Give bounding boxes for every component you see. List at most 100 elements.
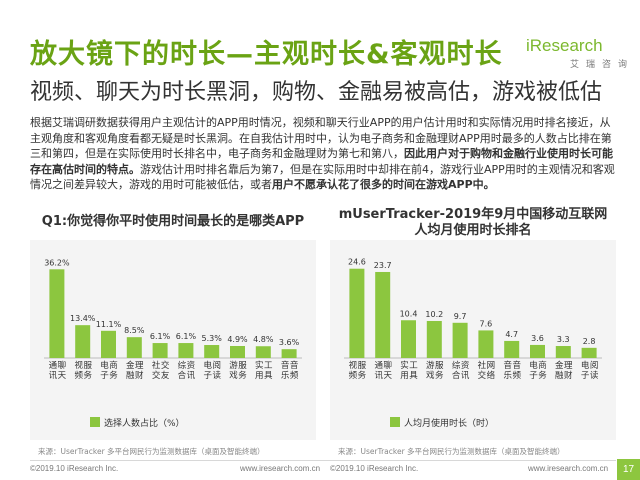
category-label-9-1: 实用 xyxy=(255,360,264,381)
page-subtitle: 视频、聊天为时长黑洞，购物、金融易被高估，游戏被低估 xyxy=(30,80,603,105)
value-label-8: 4.9% xyxy=(227,335,248,344)
category-label-1-1: 视频 xyxy=(349,360,358,381)
category-label-8-1: 电子 xyxy=(529,360,538,381)
category-label-10-1: 电子 xyxy=(581,360,590,381)
value-label-1: 36.2% xyxy=(44,258,70,267)
bar-5 xyxy=(152,343,168,358)
value-label-9: 3.3 xyxy=(557,335,570,344)
category-label-10-2: 音频 xyxy=(290,360,299,381)
category-label-2-2: 服务 xyxy=(83,361,92,381)
bar-1 xyxy=(49,269,65,358)
bar-6 xyxy=(178,343,194,358)
value-label-5: 6.1% xyxy=(150,332,171,341)
body-paragraph: 根据艾瑞调研数据获得用户主观估计的APP用时情况，视频和聊天行业APP的用户估计… xyxy=(30,115,616,193)
category-label-1-2: 服务 xyxy=(358,361,367,381)
value-label-7: 4.7 xyxy=(505,330,518,339)
bar-5 xyxy=(452,322,468,358)
bar-8 xyxy=(230,345,245,358)
bar-10 xyxy=(281,349,297,358)
category-label-8-2: 商务 xyxy=(538,360,547,381)
body-text-1: 根据艾瑞调研数据获得用户主观估计的APP用时情况，视频和聊天行业APP的用户估计… xyxy=(30,116,612,161)
category-label-6-1: 社交 xyxy=(478,360,487,381)
value-label-2: 23.7 xyxy=(374,261,392,270)
value-label-9: 4.8% xyxy=(253,335,274,344)
value-label-10: 2.8 xyxy=(583,337,596,346)
footer-url-right: www.iresearch.com.cn xyxy=(528,464,609,473)
value-label-6: 6.1% xyxy=(176,332,197,341)
category-label-4-2: 理财 xyxy=(135,361,144,381)
chart1-panel: 36.2% 通讯 聊天 13.4% 视频 服务 11.1% 电子 商务 8.5% 金融 理财 6.1% 社… xyxy=(30,240,316,440)
category-label-5-1: 社交 xyxy=(152,360,161,381)
bar-2 xyxy=(75,325,91,358)
value-label-5: 9.7 xyxy=(454,312,467,321)
footer-copyright-left: ©2019.10 iResearch Inc. xyxy=(30,464,119,473)
category-label-3-1: 实用 xyxy=(400,360,409,381)
value-label-8: 3.6 xyxy=(531,334,544,343)
bar-7 xyxy=(504,340,520,358)
footer-url-left: www.iresearch.com.cn xyxy=(240,464,321,473)
chart1-title: Q1:你觉得你平时使用时间最长的是哪类APP xyxy=(41,214,305,229)
chart2-title-line1: mUserTracker-2019年9月中国移动互联网 xyxy=(338,207,608,222)
chart2-title: mUserTracker-2019年9月中国移动互联网 人均月使用时长排名 xyxy=(330,207,616,239)
value-label-10: 3.6% xyxy=(279,338,300,347)
category-label-2-1: 通讯 xyxy=(374,360,383,381)
category-label-7-1: 电子 xyxy=(203,360,212,381)
category-label-10-2: 阅读 xyxy=(590,361,599,381)
category-label-3-1: 电子 xyxy=(100,360,109,381)
bar-8 xyxy=(530,344,545,358)
category-label-10-1: 音乐 xyxy=(281,360,290,381)
chart1-svg: 36.2%通讯聊天13.4%视频服务11.1%电子商务8.5%金融理财6.1%社… xyxy=(44,258,302,429)
logo-text: iResearch xyxy=(526,36,603,55)
category-label-3-2: 工具 xyxy=(409,361,418,381)
category-label-8-1: 游戏 xyxy=(229,360,238,381)
page-number: 17 xyxy=(617,459,640,480)
bar-3 xyxy=(101,330,116,358)
category-label-2-1: 视频 xyxy=(74,360,83,381)
bar-1 xyxy=(349,268,365,358)
logo-cn-text: 艾瑞咨询 xyxy=(570,60,635,70)
chart2-title-line2: 人均月使用时长排名 xyxy=(414,223,532,238)
category-label-9-2: 理财 xyxy=(564,361,573,381)
bar-10 xyxy=(581,347,597,358)
category-label-4-1: 金融 xyxy=(126,360,135,381)
category-label-1-1: 通讯 xyxy=(49,360,58,381)
body-text-2: 游戏估计用时排名靠后为第7，但是在实际用时中却排在前4，游戏行业APP用时的主观… xyxy=(30,162,615,192)
category-label-9-2: 工具 xyxy=(264,361,273,381)
chart1-source: 来源：UserTracker 多平台网民行为监测数据库（桌面及智能终端） xyxy=(38,447,265,456)
value-label-3: 11.1% xyxy=(96,320,122,329)
chart2-svg: 24.6视频服务23.7通讯聊天10.4实用工具10.2游戏服务9.7综合资讯7… xyxy=(344,258,602,429)
bar-4 xyxy=(126,337,142,358)
category-label-8-2: 服务 xyxy=(238,361,247,381)
value-label-6: 7.6 xyxy=(480,319,493,328)
chart2-source: 来源：UserTracker 多平台网民行为监测数据库（桌面及智能终端） xyxy=(338,447,565,456)
bar-4 xyxy=(426,320,442,358)
category-label-3-2: 商务 xyxy=(109,360,118,381)
value-label-4: 8.5% xyxy=(124,326,145,335)
bar-9 xyxy=(555,346,571,358)
category-label-7-1: 音乐 xyxy=(503,360,512,381)
category-label-7-2: 音频 xyxy=(512,360,521,381)
bar-9 xyxy=(255,346,271,358)
value-label-7: 5.3% xyxy=(202,334,223,343)
value-label-4: 10.2 xyxy=(425,310,443,319)
category-label-7-2: 阅读 xyxy=(212,361,221,381)
body-text-2-bold: 用户不愿承认花了很多的时间在游戏APP中。 xyxy=(272,178,495,192)
category-label-5-1: 综合 xyxy=(452,360,461,381)
category-label-5-2: 资讯 xyxy=(461,360,470,381)
category-label-9-1: 金融 xyxy=(555,360,564,381)
footer-copyright-right: ©2019.10 iResearch Inc. xyxy=(330,464,419,473)
value-label-3: 10.4 xyxy=(400,309,418,318)
value-label-2: 13.4% xyxy=(70,314,96,323)
value-label-1: 24.6 xyxy=(348,258,366,267)
bar-7 xyxy=(204,345,220,358)
category-label-6-2: 网络 xyxy=(487,361,496,381)
chart2-panel: 24.6 视频 服务 23.7 通讯 聊天 10.4 实用 工具 10.2 游戏 服务 9.7 综合 资讯 7… xyxy=(330,240,616,440)
legend-label: 选择人数占比（%） xyxy=(104,417,185,429)
iresearch-logo: iResearch 艾瑞咨询 xyxy=(526,36,635,76)
category-label-1-2: 聊天 xyxy=(58,360,67,381)
bar-6 xyxy=(478,330,494,358)
page-title: 放大镜下的时长—主观时长&客观时长 xyxy=(30,39,503,70)
category-label-4-1: 游戏 xyxy=(426,360,435,381)
category-label-4-2: 服务 xyxy=(435,361,444,381)
category-label-6-2: 资讯 xyxy=(187,360,196,381)
